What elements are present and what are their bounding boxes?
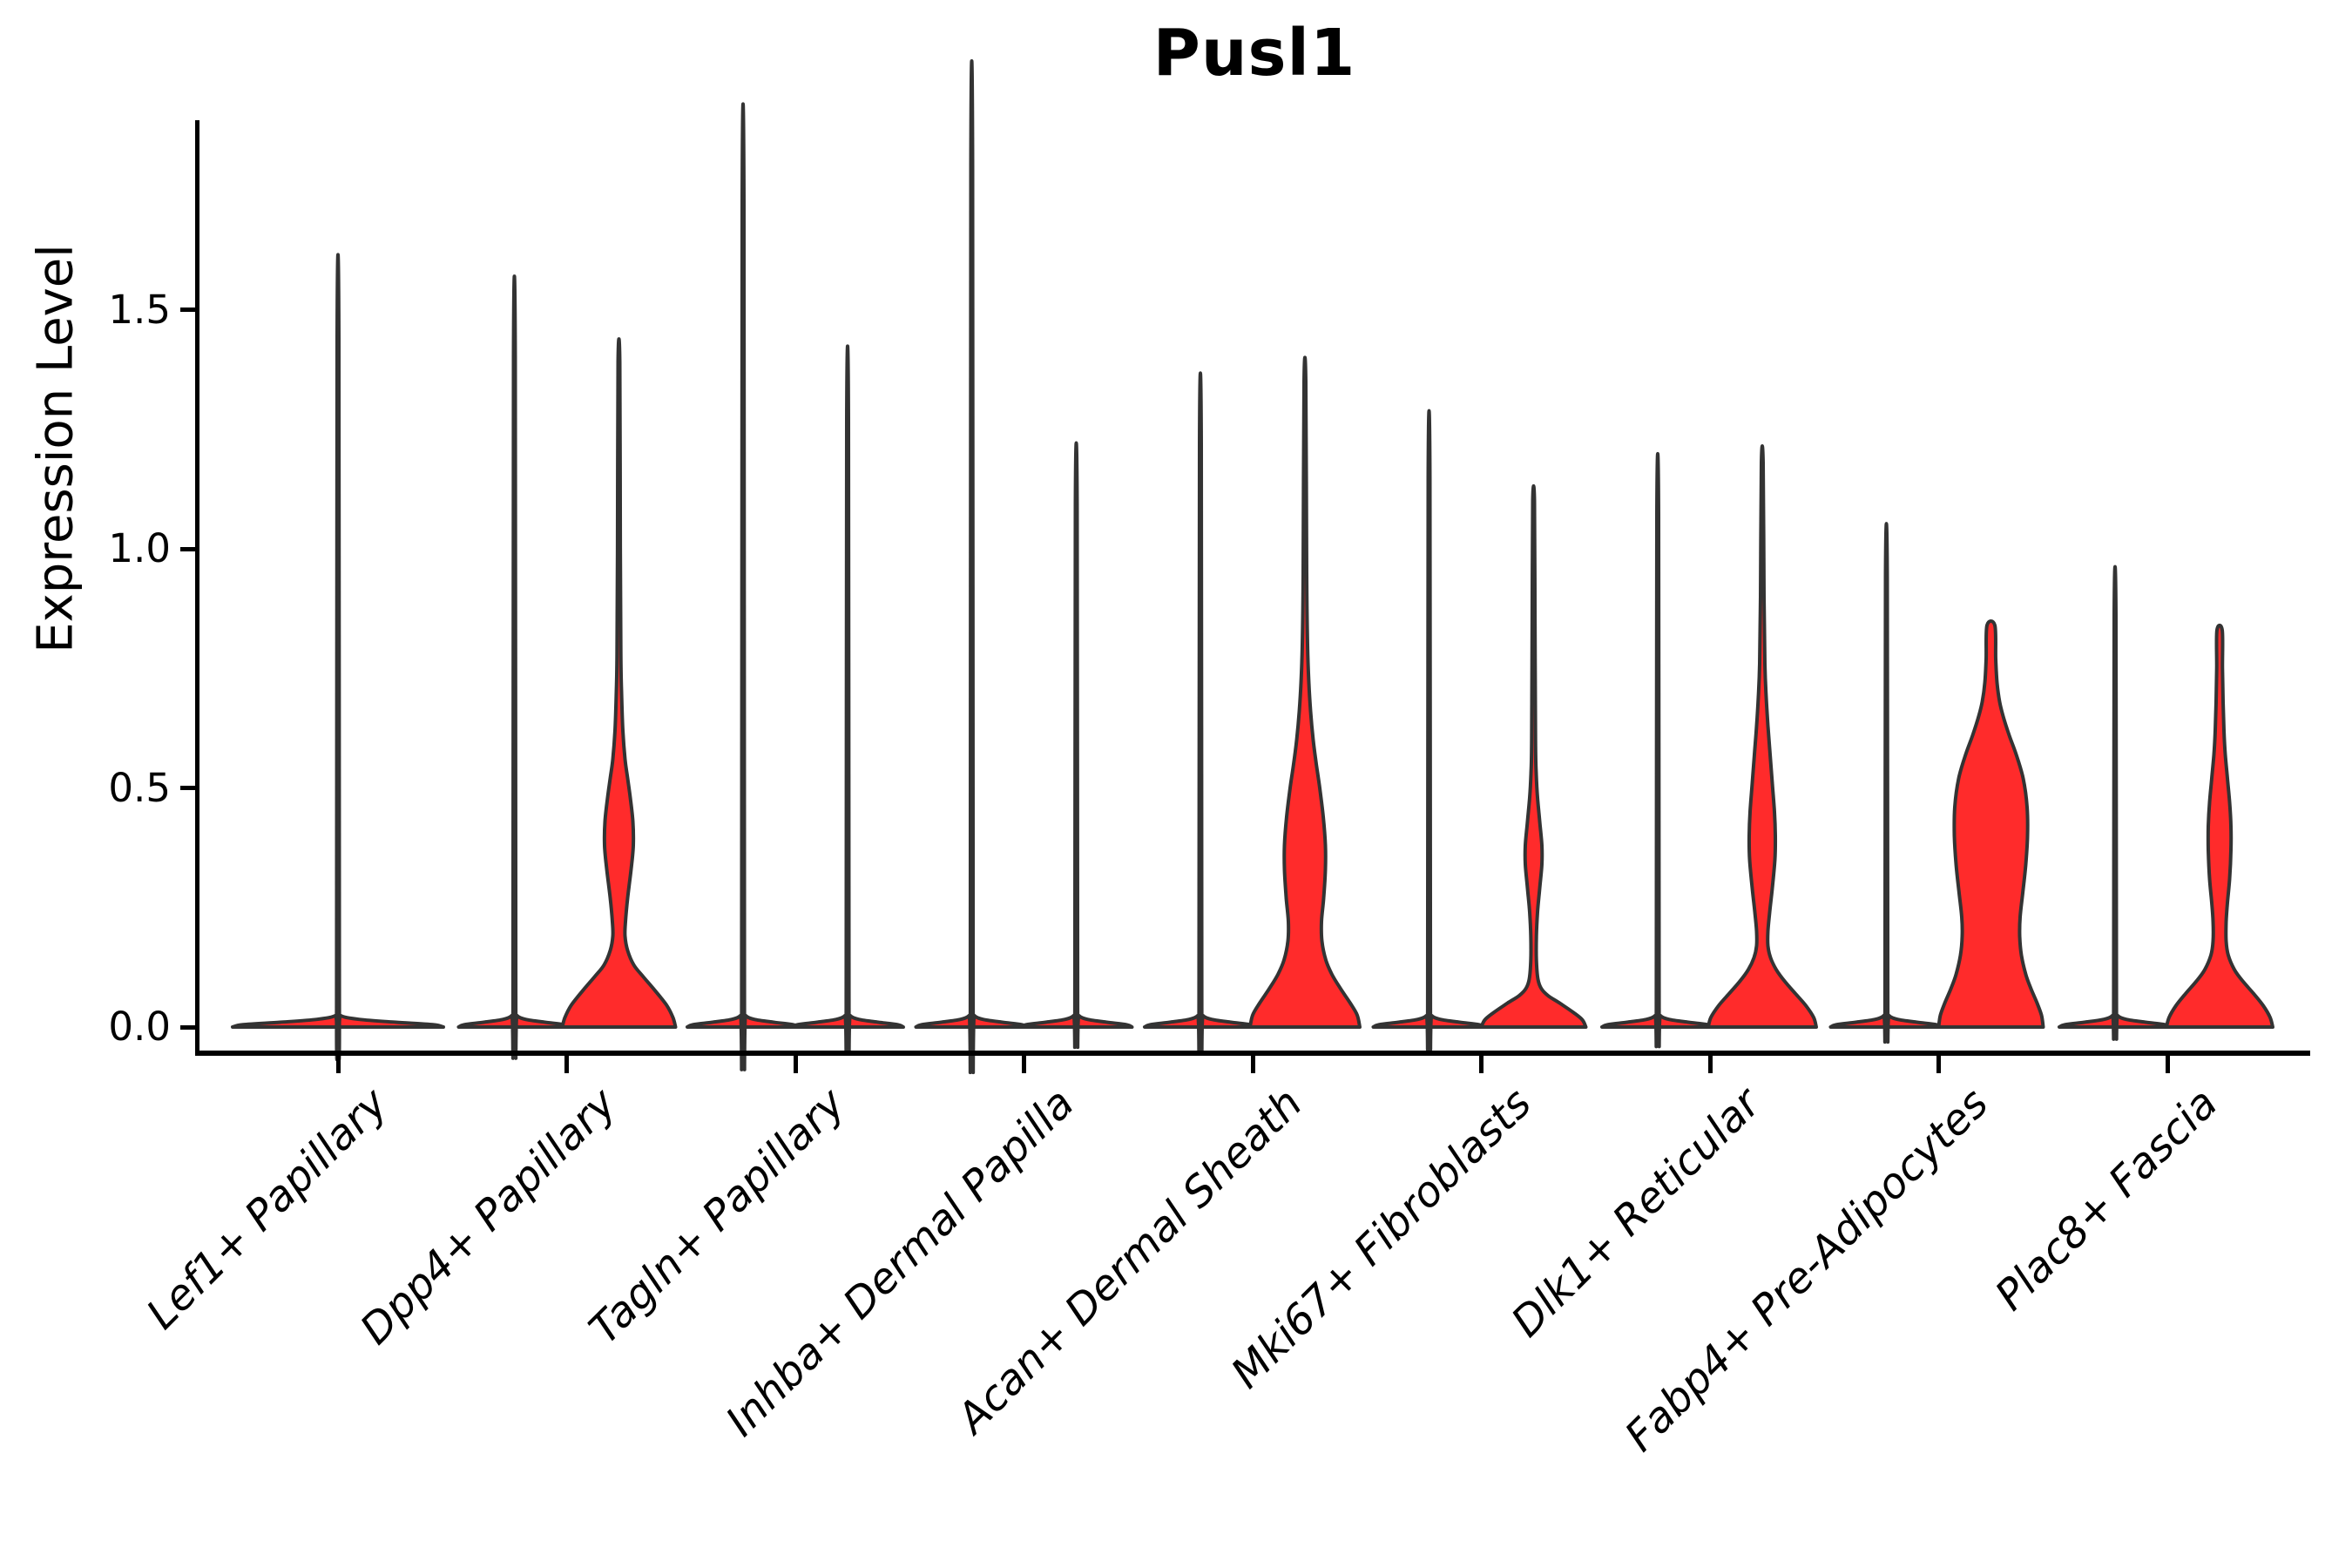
violin-1-left: [456, 274, 572, 1060]
y-tick-label: 1.5: [108, 286, 171, 333]
x-tick-mark: [2165, 1056, 2170, 1073]
y-tick-mark: [180, 786, 196, 790]
x-tick-mark: [564, 1056, 569, 1073]
violin-8-left: [2058, 564, 2173, 1041]
x-axis-spine: [195, 1051, 2310, 1056]
y-tick-label: 0.5: [108, 764, 171, 811]
x-tick-mark: [1707, 1056, 1713, 1073]
chart-title: Pusl1: [1152, 16, 1356, 91]
violin-5-right: [1479, 483, 1588, 1029]
x-tick-mark: [1936, 1056, 1941, 1073]
violin-3-left: [914, 59, 1030, 1075]
violin-6-left: [1600, 451, 1715, 1049]
x-tick-mark: [1250, 1056, 1255, 1073]
violin-7-right: [1936, 619, 2045, 1029]
violin-2-left: [686, 102, 801, 1071]
violin-1-right: [560, 337, 678, 1029]
violin-8-right: [2165, 623, 2274, 1029]
x-tick-mark: [335, 1056, 341, 1073]
violin-0-center: [231, 253, 445, 1062]
y-tick-mark: [180, 1024, 196, 1030]
violin-7-left: [1828, 522, 1944, 1044]
violin-2-right: [790, 344, 905, 1056]
y-tick-label: 0.0: [108, 1004, 171, 1050]
x-tick-mark: [1022, 1056, 1026, 1073]
violin-4-right: [1248, 355, 1362, 1029]
y-tick-mark: [180, 546, 196, 551]
x-tick-mark: [1479, 1056, 1484, 1073]
violin-3-right: [1018, 441, 1134, 1050]
y-axis-spine: [195, 120, 199, 1056]
y-tick-mark: [180, 308, 196, 312]
x-tick-mark: [793, 1056, 798, 1073]
violin-4-left: [1143, 371, 1258, 1054]
violin-5-left: [1371, 409, 1487, 1051]
violin-6-right: [1707, 444, 1818, 1029]
y-tick-label: 1.0: [108, 525, 171, 571]
